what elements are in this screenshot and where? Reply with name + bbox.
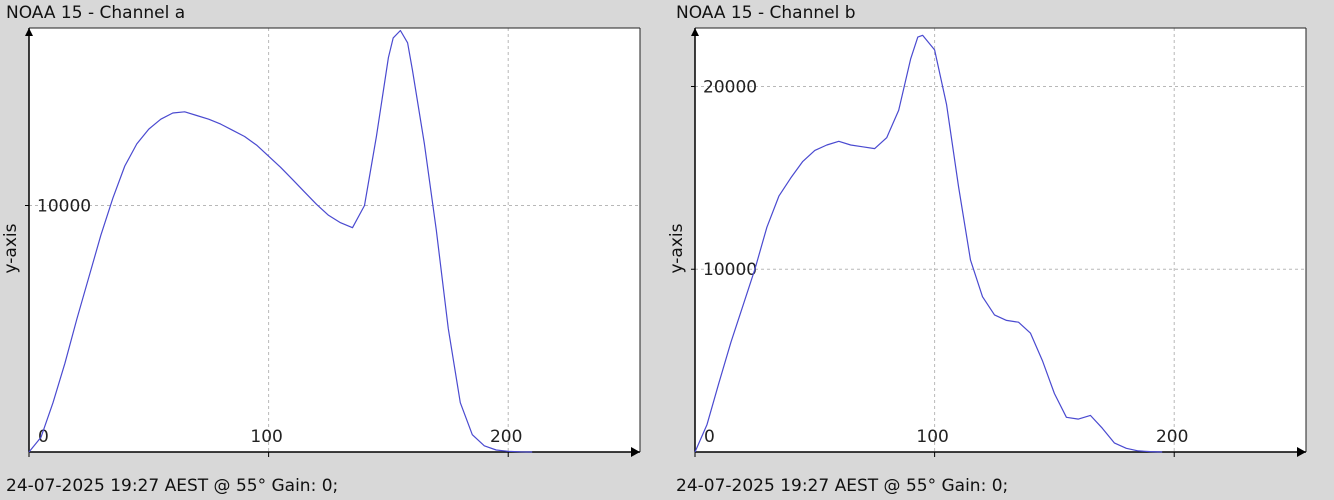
x-tick-label: 100 — [916, 427, 948, 447]
chart-title-b: NOAA 15 - Channel b — [676, 3, 856, 23]
y-axis-arrow — [25, 28, 33, 36]
chart-title-a: NOAA 15 - Channel a — [6, 3, 186, 23]
x-tick-label: 0 — [704, 427, 715, 447]
chart-footer-a: 24-07-2025 19:27 AEST @ 55° Gain: 0; — [6, 476, 339, 496]
x-tick-label: 200 — [1156, 427, 1188, 447]
plot-area — [29, 28, 640, 452]
series-line — [28, 29, 533, 453]
x-axis-arrow — [631, 447, 640, 457]
x-tick-label: 0 — [38, 427, 49, 447]
plot-area — [695, 28, 1306, 452]
y-axis-label: y-axis — [667, 223, 687, 273]
chart-footer-b: 24-07-2025 19:27 AEST @ 55° Gain: 0; — [676, 476, 1009, 496]
y-axis-label: y-axis — [1, 223, 21, 273]
y-tick-label: 20000 — [703, 77, 757, 97]
series-line — [694, 34, 1163, 453]
x-axis-arrow — [1297, 447, 1306, 457]
chart-a: 0 100 200 10000 y-axis — [1, 27, 641, 457]
y-tick-label: 10000 — [37, 196, 91, 216]
y-axis-arrow — [691, 28, 699, 36]
x-tick-label: 100 — [250, 427, 282, 447]
y-tick-label: 10000 — [703, 260, 757, 280]
chart-b: 0 100 200 10000 20000 y-axis — [667, 27, 1307, 457]
x-tick-label: 200 — [490, 427, 522, 447]
